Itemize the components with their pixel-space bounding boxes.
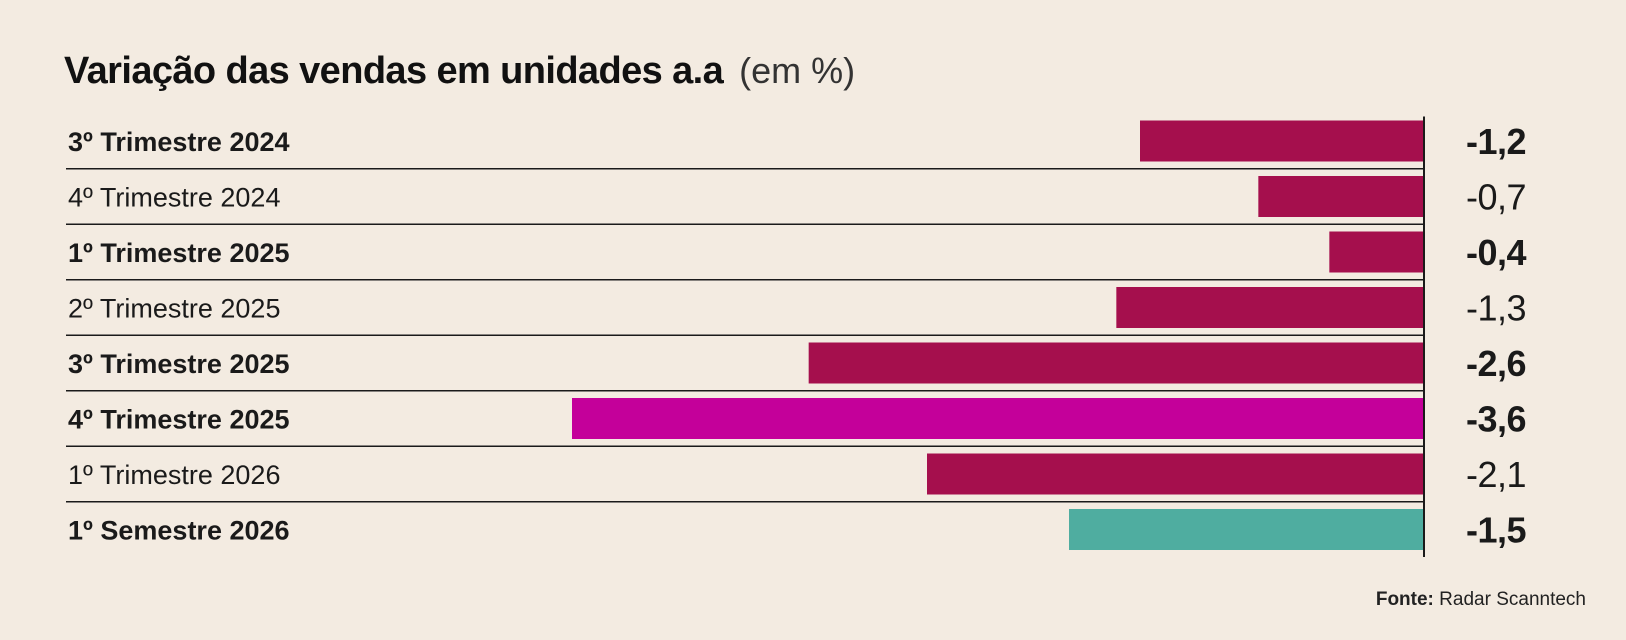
value-label-5: -2,6 [1466, 343, 1526, 384]
category-label-1: 3º Trimestre 2024 [68, 127, 290, 157]
category-label-4: 2º Trimestre 2025 [68, 294, 280, 324]
bar-5 [808, 342, 1424, 384]
bar-1 [1140, 120, 1424, 162]
category-label-3: 1º Trimestre 2025 [68, 238, 290, 268]
source-note: Fonte: Radar Scanntech [1376, 589, 1586, 611]
bar-4 [1116, 287, 1424, 328]
value-label-3: -0,4 [1466, 232, 1527, 273]
bar-2 [1258, 176, 1424, 217]
chart-title: Variação das vendas em unidades a.a [64, 50, 724, 92]
bar-8 [1069, 509, 1424, 550]
bar-6 [572, 398, 1424, 439]
value-label-2: -0,7 [1466, 177, 1526, 218]
category-label-2: 4º Trimestre 2024 [68, 183, 280, 213]
value-label-7: -2,1 [1466, 454, 1526, 495]
chart-title-wrap: Variação das vendas em unidades a.a (em %… [64, 50, 855, 93]
value-label-8: -1,5 [1466, 510, 1527, 551]
category-label-7: 1º Trimestre 2026 [68, 460, 280, 490]
bar-7 [927, 453, 1424, 495]
value-label-4: -1,3 [1466, 288, 1526, 329]
category-label-6: 4º Trimestre 2025 [68, 405, 290, 435]
source-text: Radar Scanntech [1439, 589, 1586, 610]
bar-3 [1329, 231, 1424, 273]
source-label: Fonte: [1375, 589, 1434, 610]
value-label-1: -1,2 [1466, 121, 1526, 162]
chart-unit-label: (em %) [739, 50, 856, 91]
category-label-5: 3º Trimestre 2025 [68, 349, 290, 379]
value-label-6: -3,6 [1466, 399, 1526, 440]
category-label-8: 1º Semestre 2026 [68, 516, 290, 546]
